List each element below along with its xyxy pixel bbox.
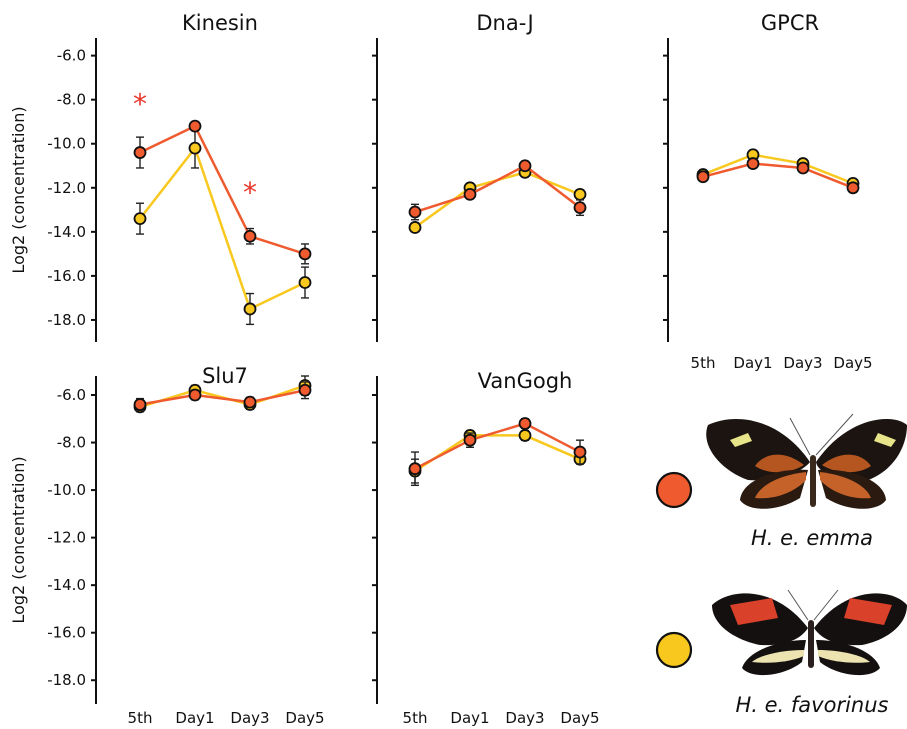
data-point bbox=[188, 388, 202, 402]
panels: Kinesin -6.0 -8.0 -10.0 -12.0 -14.0 -16.0 -18.0… bbox=[9, 11, 873, 727]
data-point bbox=[188, 141, 202, 155]
data-point bbox=[573, 201, 587, 215]
series-h-e-favorinus bbox=[408, 165, 587, 234]
y-tick-label: -6.0 bbox=[57, 386, 86, 404]
data-point bbox=[573, 188, 587, 201]
data-point bbox=[298, 276, 312, 289]
series-line bbox=[414, 164, 581, 214]
data-point bbox=[133, 398, 147, 411]
series-line bbox=[702, 153, 854, 185]
data-point bbox=[408, 205, 422, 219]
butterfly-favorinus-icon bbox=[712, 589, 907, 676]
series-line bbox=[702, 162, 854, 189]
x-tick-label: Day1 bbox=[175, 709, 214, 727]
data-point bbox=[518, 159, 532, 173]
y-tick-label: -12.0 bbox=[47, 529, 86, 547]
legend-marker-emma bbox=[655, 471, 693, 509]
chart-title: Kinesin bbox=[182, 11, 258, 35]
y-tick-label: -14.0 bbox=[47, 223, 86, 241]
x-tick-label: Day5 bbox=[560, 709, 599, 727]
data-point bbox=[133, 146, 147, 159]
data-point bbox=[696, 170, 710, 184]
x-tick-label: Day5 bbox=[833, 354, 872, 372]
series-line bbox=[139, 124, 306, 256]
chart-panel-kinesin: Kinesin -6.0 -8.0 -10.0 -12.0 -14.0 -16.0 -18.0… bbox=[9, 11, 312, 342]
y-tick-label: -6.0 bbox=[57, 47, 86, 65]
data-point bbox=[243, 395, 257, 409]
data-point bbox=[518, 429, 532, 442]
chart-panel-slu7: Slu7 -6.0 -8.0 -10.0 -12.0 -14.0 -16.0 -18.0 Log… bbox=[9, 364, 325, 727]
x-tick-label: Day1 bbox=[450, 709, 489, 727]
x-tick-label: 5th bbox=[128, 709, 153, 727]
data-point bbox=[846, 181, 860, 195]
series-h-e-favorinus bbox=[133, 127, 312, 326]
data-point bbox=[133, 212, 147, 226]
y-axis-label: Log2 (concentration) bbox=[9, 456, 28, 623]
series-h-e-emma bbox=[133, 381, 312, 412]
series-h-e-favorinus bbox=[408, 429, 587, 484]
chart-title: GPCR bbox=[761, 11, 819, 35]
series-line bbox=[414, 422, 581, 470]
chart-title: Dna-J bbox=[476, 11, 533, 35]
y-tick-label: -10.0 bbox=[47, 481, 86, 499]
x-tick-label: Day3 bbox=[783, 354, 822, 372]
data-point bbox=[518, 417, 532, 430]
chart-panel-gpcr: GPCR 5th Day1 Day3 Day5 bbox=[663, 11, 873, 372]
y-tick-label: -8.0 bbox=[57, 434, 86, 452]
series-h-e-emma bbox=[696, 157, 860, 195]
y-tick-label: -10.0 bbox=[47, 135, 86, 153]
series-line bbox=[139, 145, 306, 311]
x-tick-label: Day3 bbox=[230, 709, 269, 727]
series-h-e-favorinus bbox=[696, 148, 860, 190]
chart-title: Slu7 bbox=[202, 364, 248, 388]
data-point bbox=[408, 221, 422, 234]
legend-label-favorinus: H. e. favorinus bbox=[736, 693, 889, 717]
chart-panel-dna-j: Dna-J bbox=[372, 11, 587, 342]
series-h-e-emma bbox=[408, 159, 587, 221]
data-point bbox=[298, 383, 312, 397]
x-tick-label: 5th bbox=[403, 709, 428, 727]
x-tick-label: Day3 bbox=[505, 709, 544, 727]
y-tick-label: -16.0 bbox=[47, 267, 86, 285]
data-point bbox=[746, 157, 760, 170]
x-tick-label: 5th bbox=[691, 354, 716, 372]
series-line bbox=[414, 434, 581, 473]
chart-title: VanGogh bbox=[478, 369, 573, 393]
data-point bbox=[796, 161, 810, 175]
data-point bbox=[188, 119, 202, 133]
y-tick-label: -14.0 bbox=[47, 576, 86, 594]
data-point bbox=[463, 188, 477, 201]
y-tick-label: -12.0 bbox=[47, 179, 86, 197]
legend: H. e. emma H. e. favorinus bbox=[655, 413, 907, 717]
y-tick-label: -16.0 bbox=[47, 624, 86, 642]
data-point bbox=[243, 229, 257, 243]
data-point bbox=[408, 462, 422, 476]
data-point bbox=[243, 302, 257, 316]
y-tick-label: -8.0 bbox=[57, 91, 86, 109]
y-tick-label: -18.0 bbox=[47, 311, 86, 329]
series-line bbox=[139, 389, 306, 406]
data-point bbox=[573, 445, 587, 459]
data-point bbox=[463, 433, 477, 447]
significance-asterisk: * bbox=[243, 176, 257, 209]
x-tick-label: Day5 bbox=[285, 709, 324, 727]
significance-asterisk: * bbox=[133, 88, 147, 121]
butterfly-emma-icon bbox=[706, 413, 907, 509]
y-tick-label: -18.0 bbox=[47, 671, 86, 689]
y-axis-label: Log2 (concentration) bbox=[9, 106, 28, 273]
x-tick-label: Day1 bbox=[733, 354, 772, 372]
legend-marker-favorinus bbox=[655, 631, 693, 669]
series-h-e-emma bbox=[408, 417, 587, 487]
legend-label-emma: H. e. emma bbox=[751, 526, 873, 550]
data-point bbox=[298, 247, 312, 261]
chart-panel-vangogh: VanGogh 5th Day1 Day3 Day5 bbox=[372, 369, 600, 727]
series-h-e-emma bbox=[133, 119, 312, 265]
